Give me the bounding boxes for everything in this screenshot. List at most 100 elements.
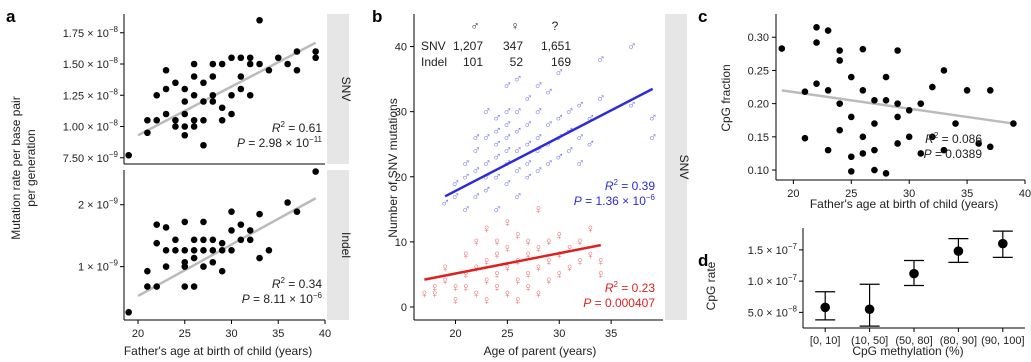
panel-b-x-tick-label: 30 [553, 328, 565, 340]
panel-a-indel-point [265, 247, 273, 254]
panel-a-snv-point [125, 151, 132, 159]
panel-label-a: a [6, 7, 16, 26]
panel-b-male-point: ♂ [471, 130, 481, 145]
panel-a-snv-point [246, 91, 254, 99]
panel-a-indel-point [237, 221, 245, 228]
panel-a-indel-y-tick-label: 2 × 10−9 [78, 197, 119, 212]
panel-a-snv-point [228, 54, 235, 62]
panel-c-point [894, 100, 901, 107]
panel-d-point [998, 238, 1008, 249]
panel-b-male-point: ♂ [440, 195, 450, 210]
panel-a-x-tick-label: 20 [132, 328, 144, 340]
panel-a-indel-point [256, 210, 263, 218]
panel-c-point [813, 39, 820, 46]
panel-c-point [836, 100, 843, 107]
panel-b-female-point: ♀ [534, 240, 544, 255]
panel-a-snv-point [246, 60, 254, 68]
panel-c-point [975, 140, 982, 147]
panel-a-snv-point [144, 129, 151, 137]
panel-d-x-tick-label: [0, 10] [810, 335, 841, 347]
panel-a-indel-point [218, 267, 226, 275]
panel-a-x-tick-label: 25 [179, 328, 191, 340]
panel-b-male-point: ♂ [503, 130, 513, 145]
panel-a-snv-point [190, 116, 198, 124]
panel-b-female-point: ♀ [451, 279, 461, 294]
panel-a-indel-point [125, 308, 132, 316]
panel-a-snv-point [153, 116, 161, 124]
panel-b-female-point: ♀ [513, 273, 523, 288]
panel-b-table-cell: 1,651 [541, 39, 571, 53]
panel-b-male-point: ♂ [534, 162, 544, 177]
panel-b-table-cell: 52 [510, 55, 524, 69]
panel-b-male-point: ♂ [575, 130, 585, 145]
panel-b-female-point: ♀ [554, 266, 564, 281]
panel-a-indel-point [153, 221, 161, 228]
panel-b-male-r2-stat: R2 = 0.39 [605, 178, 655, 193]
panel-b-female-point: ♀ [471, 260, 481, 275]
panel-c-y-tick-label: 0.15 [748, 132, 769, 144]
panel-a-snv-y-tick-label: 1.25 × 10−8 [63, 87, 119, 102]
panel-c-y-tick-label: 0.25 [748, 65, 769, 77]
panel-a-snv-point [153, 91, 161, 99]
panel-a-snv-point [200, 116, 207, 124]
panel-a-indel-point [162, 247, 170, 254]
panel-c-point [882, 73, 890, 81]
panel-a-indel-strip-label: Indel [339, 232, 353, 258]
panel-a-indel-point [209, 247, 217, 254]
panel-c-point [905, 106, 913, 114]
panel-b-female-point: ♀ [461, 279, 471, 294]
panel-b-male-point: ♂ [596, 52, 606, 67]
panel-b-table-cell: 1,207 [453, 39, 483, 53]
panel-b-y-tick-label: 10 [395, 237, 407, 249]
panel-a-snv-strip [327, 14, 349, 164]
panel-b-y-tick-label: 20 [395, 172, 407, 184]
panel-b-male-point: ♂ [565, 143, 575, 158]
panel-b-male-point: ♂ [523, 156, 533, 171]
panel-b-female-point: ♀ [575, 253, 585, 268]
panel-b-female-point: ♀ [503, 260, 513, 275]
panel-b-male-point: ♂ [544, 117, 554, 132]
panel-b-table-header: ♀ [511, 19, 520, 33]
panel-a-snv-point [274, 54, 282, 62]
panel-c-point [801, 134, 809, 142]
panel-a-snv-point [218, 104, 226, 112]
panel-d-ylabel: CpG rate [704, 261, 718, 310]
panel-c-point [836, 126, 843, 134]
panel-d-plot: 5.0 × 10−8 1.0 × 10−7 1.5 × 10−7 [0, 10] (10… [748, 228, 1025, 347]
panel-b-male-point: ♂ [523, 169, 533, 184]
panel-b-female-r2-stat: R2 = 0.23 [605, 280, 655, 295]
panel-c-x-tick-label: 35 [961, 188, 973, 200]
panel-a-snv-point [172, 123, 179, 130]
panel-b-female-point: ♀ [461, 266, 471, 281]
panel-c-point [859, 133, 867, 141]
panel-c-point [1010, 120, 1017, 127]
panel-c-point [986, 143, 994, 151]
panel-d-xlabel: CpG methylation (%) [852, 344, 963, 358]
panel-a-snv-point [256, 16, 263, 24]
panel-c-point [859, 150, 867, 157]
panel-b-female-point: ♀ [471, 286, 481, 301]
panel-b-y-tick-label: 0 [401, 302, 407, 314]
panel-b-table-cell: 169 [551, 55, 571, 69]
panel-c-point [859, 45, 867, 53]
panel-c-point [813, 23, 820, 31]
panel-b-male-point: ♂ [471, 143, 481, 158]
panel-b-male-point: ♂ [534, 143, 544, 158]
panel-a-indel-point [200, 236, 207, 244]
panel-label-b: b [372, 7, 382, 26]
panel-d-point [864, 304, 875, 315]
panel-b-male-point: ♂ [461, 156, 471, 171]
panel-c-point [859, 87, 867, 94]
panel-a-snv-point [181, 123, 189, 130]
panel-a-indel-point [228, 227, 235, 234]
panel-c-y-tick-label: 0.10 [748, 165, 769, 177]
panel-c-point [940, 146, 948, 154]
panel-b-male-point: ♂ [544, 84, 554, 99]
panel-a-snv-point [312, 48, 319, 55]
panel-b-female-point: ♀ [503, 214, 513, 229]
panel-a-snv-point [265, 66, 273, 74]
panel-c-x-tick-label: 20 [787, 188, 799, 200]
panel-b-male-point: ♂ [503, 78, 513, 93]
panel-b-male-point: ♂ [586, 110, 596, 125]
panel-b-male-point: ♂ [596, 91, 606, 106]
